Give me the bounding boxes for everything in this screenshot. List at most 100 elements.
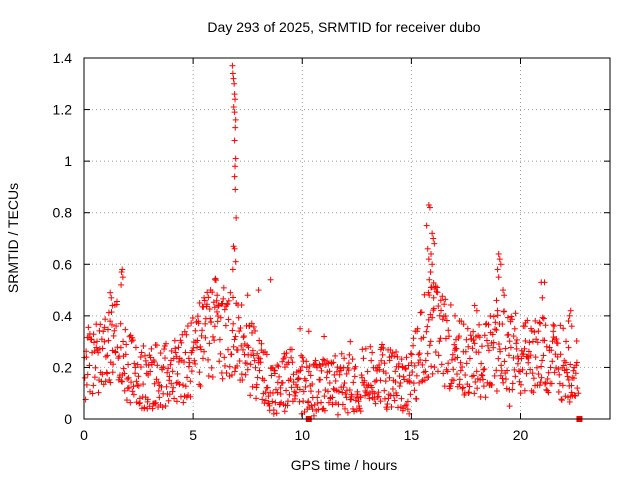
- data-point: [439, 293, 446, 300]
- data-point: [501, 308, 508, 315]
- data-point: [367, 343, 374, 350]
- data-point: [247, 361, 254, 368]
- data-point: [380, 345, 387, 352]
- data-point: [330, 385, 337, 392]
- data-point: [411, 387, 418, 394]
- data-point: [443, 317, 450, 324]
- data-point: [321, 393, 328, 400]
- data-point: [154, 362, 161, 369]
- data-point: [242, 371, 249, 378]
- data-point: [503, 385, 510, 392]
- data-point: [183, 331, 190, 338]
- data-point: [295, 375, 302, 382]
- data-point: [345, 367, 352, 374]
- data-point: [426, 204, 433, 211]
- data-point: [167, 361, 174, 368]
- data-point: [249, 329, 256, 336]
- data-point: [469, 345, 476, 352]
- data-point: [197, 383, 204, 390]
- data-point: [545, 369, 552, 376]
- data-point: [471, 390, 478, 397]
- data-point: [490, 313, 497, 320]
- x-tick-label: 10: [294, 427, 310, 443]
- data-point: [499, 321, 506, 328]
- data-point: [131, 360, 138, 367]
- data-point: [416, 379, 423, 386]
- y-tick-label: 0: [64, 411, 72, 427]
- data-point: [534, 364, 541, 371]
- data-point: [418, 309, 425, 316]
- data-point: [240, 333, 247, 340]
- data-point: [521, 323, 528, 330]
- data-point: [194, 344, 201, 351]
- data-point: [168, 347, 175, 354]
- data-point: [335, 388, 342, 395]
- y-axis-label: SRMTID / TECUs: [5, 183, 21, 293]
- data-point: [555, 388, 562, 395]
- data-point: [239, 346, 246, 353]
- data-point: [310, 412, 317, 419]
- data-point: [519, 366, 526, 373]
- data-point: [465, 343, 472, 350]
- data-point: [181, 328, 188, 335]
- data-point: [509, 380, 516, 387]
- data-point: [188, 320, 195, 327]
- data-point: [430, 305, 437, 312]
- data-point: [423, 328, 430, 335]
- data-point: [527, 352, 534, 359]
- data-point: [253, 381, 260, 388]
- data-point: [528, 327, 535, 334]
- data-point: [413, 372, 420, 379]
- data-point: [346, 386, 353, 393]
- data-point: [495, 250, 502, 257]
- y-tick-label: 1.4: [53, 50, 73, 66]
- data-point: [572, 370, 579, 377]
- data-point: [245, 344, 252, 351]
- data-point: [534, 339, 541, 346]
- data-point: [230, 103, 237, 110]
- data-point: [102, 316, 109, 323]
- data-point: [198, 332, 205, 339]
- data-point: [185, 355, 192, 362]
- data-point: [501, 292, 508, 299]
- data-point: [141, 404, 148, 411]
- data-point: [351, 373, 358, 380]
- data-point: [343, 394, 350, 401]
- data-point: [150, 400, 157, 407]
- data-point: [542, 322, 549, 329]
- data-point: [97, 321, 104, 328]
- data-point: [434, 289, 441, 296]
- data-point: [145, 372, 152, 379]
- data-point: [230, 243, 237, 250]
- data-point: [209, 333, 216, 340]
- data-point: [420, 369, 427, 376]
- data-point: [102, 353, 109, 360]
- data-point: [568, 382, 575, 389]
- data-point: [381, 360, 388, 367]
- data-point: [364, 368, 371, 375]
- data-point: [542, 380, 549, 387]
- data-point: [473, 368, 480, 375]
- data-point: [230, 343, 237, 350]
- data-point: [395, 360, 402, 367]
- data-point: [204, 289, 211, 296]
- data-point: [476, 334, 483, 341]
- data-point: [283, 350, 290, 357]
- data-point: [272, 399, 279, 406]
- data-point: [513, 345, 520, 352]
- data-point: [305, 398, 312, 405]
- data-point: [322, 387, 329, 394]
- data-point: [495, 274, 502, 281]
- data-point: [424, 245, 431, 252]
- data-point: [187, 378, 194, 385]
- data-point: [480, 366, 487, 373]
- data-point: [249, 383, 256, 390]
- data-point: [567, 361, 574, 368]
- data-point: [429, 370, 436, 377]
- data-point: [444, 368, 451, 375]
- data-point: [281, 354, 288, 361]
- data-point: [236, 357, 243, 364]
- data-point: [424, 323, 431, 330]
- data-point: [399, 364, 406, 371]
- data-point: [320, 356, 327, 363]
